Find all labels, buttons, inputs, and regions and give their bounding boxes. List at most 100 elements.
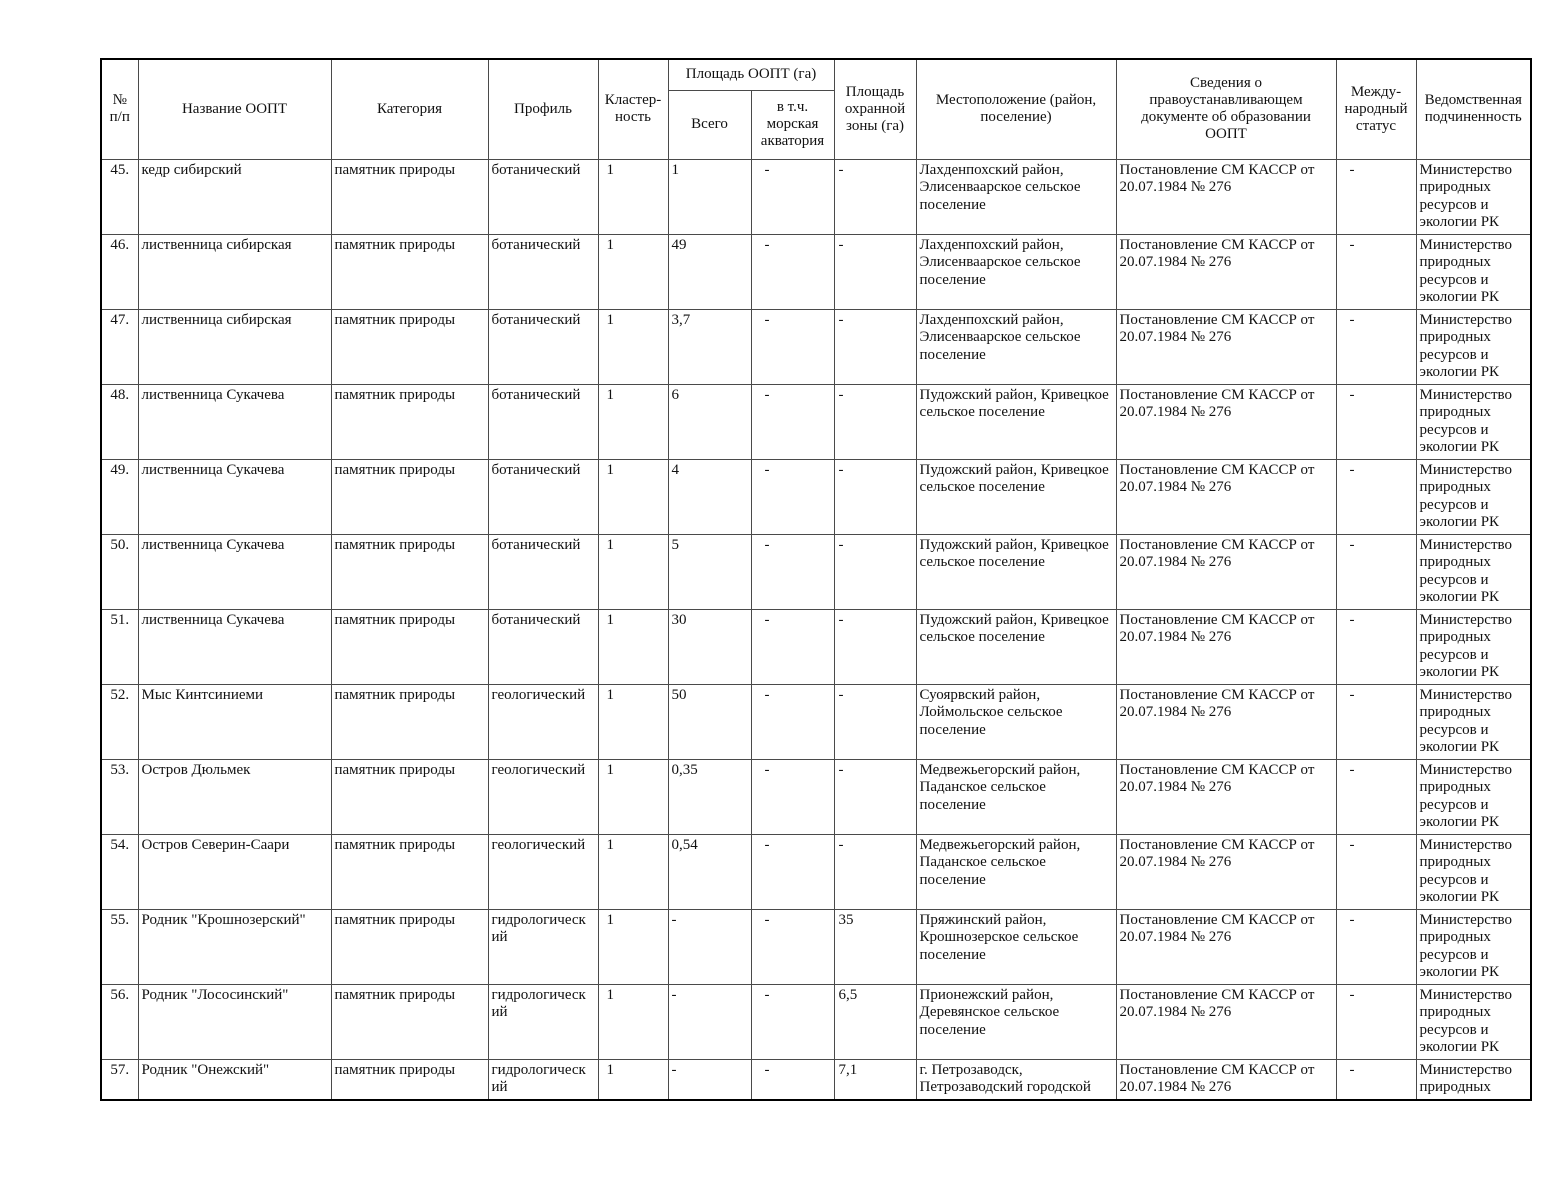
- cell-legal-doc: Постановление СМ КАССР от 20.07.1984 № 2…: [1115, 683, 1337, 760]
- cell-legal-doc: Постановление СМ КАССР от 20.07.1984 № 2…: [1115, 533, 1337, 610]
- cell-area-marine: -: [750, 458, 835, 535]
- cell-num: 56.: [100, 983, 139, 1060]
- cell-intl-status: -: [1335, 683, 1417, 760]
- cell-profile: геологический: [487, 758, 599, 835]
- cell-area-total: -: [667, 983, 752, 1060]
- col-header-legal-doc: Сведения о правоустанавливающем документ…: [1115, 58, 1337, 160]
- cell-legal-doc: Постановление СМ КАССР от 20.07.1984 № 2…: [1115, 908, 1337, 985]
- cell-agency: Министерство природных ресурсов и эколог…: [1415, 983, 1532, 1060]
- cell-location: Лахденпохский район, Элисенваарское сель…: [915, 308, 1117, 385]
- col-header-area-marine: в т.ч. морская акватория: [750, 89, 835, 160]
- cell-location: Пудожский район, Кривецкое сельское посе…: [915, 533, 1117, 610]
- cell-area-total: 4: [667, 458, 752, 535]
- cell-category: памятник природы: [330, 383, 489, 460]
- cell-name: Родник "Онежский": [137, 1058, 332, 1100]
- cell-cluster: 1: [597, 608, 669, 685]
- cell-agency: Министерство природных ресурсов и эколог…: [1415, 533, 1532, 610]
- cell-area-marine: -: [750, 908, 835, 985]
- cell-agency: Министерство природных: [1415, 1058, 1532, 1100]
- table-row: 46. лиственница сибирская памятник приро…: [100, 233, 1532, 310]
- cell-buffer-area: -: [833, 233, 917, 310]
- cell-category: памятник природы: [330, 908, 489, 985]
- cell-name: Родник "Крошнозерский": [137, 908, 332, 985]
- col-header-name: Название ООПТ: [137, 58, 332, 160]
- cell-area-marine: -: [750, 608, 835, 685]
- cell-legal-doc: Постановление СМ КАССР от 20.07.1984 № 2…: [1115, 383, 1337, 460]
- cell-intl-status: -: [1335, 758, 1417, 835]
- cell-name: лиственница Сукачева: [137, 383, 332, 460]
- cell-intl-status: -: [1335, 608, 1417, 685]
- cell-intl-status: -: [1335, 383, 1417, 460]
- cell-cluster: 1: [597, 683, 669, 760]
- cell-legal-doc: Постановление СМ КАССР от 20.07.1984 № 2…: [1115, 308, 1337, 385]
- cell-legal-doc: Постановление СМ КАССР от 20.07.1984 № 2…: [1115, 833, 1337, 910]
- cell-agency: Министерство природных ресурсов и эколог…: [1415, 908, 1532, 985]
- cell-num: 50.: [100, 533, 139, 610]
- cell-cluster: 1: [597, 158, 669, 235]
- cell-agency: Министерство природных ресурсов и эколог…: [1415, 683, 1532, 760]
- col-header-cluster: Кластер-ность: [597, 58, 669, 160]
- table-row: 54. Остров Северин-Саари памятник природ…: [100, 833, 1532, 910]
- cell-category: памятник природы: [330, 1058, 489, 1100]
- cell-num: 48.: [100, 383, 139, 460]
- cell-category: памятник природы: [330, 758, 489, 835]
- cell-num: 57.: [100, 1058, 139, 1100]
- cell-area-total: 3,7: [667, 308, 752, 385]
- cell-area-total: -: [667, 908, 752, 985]
- table-row: 51. лиственница Сукачева памятник природ…: [100, 608, 1532, 685]
- cell-buffer-area: -: [833, 608, 917, 685]
- cell-category: памятник природы: [330, 533, 489, 610]
- table-row: 52. Мыс Кинтсиниеми памятник природы гео…: [100, 683, 1532, 760]
- cell-location: Пряжинский район, Крошнозерское сельское…: [915, 908, 1117, 985]
- col-header-category: Категория: [330, 58, 489, 160]
- cell-area-marine: -: [750, 308, 835, 385]
- cell-legal-doc: Постановление СМ КАССР от 20.07.1984 № 2…: [1115, 608, 1337, 685]
- cell-profile: ботанический: [487, 533, 599, 610]
- col-header-area-total: Всего: [667, 89, 752, 160]
- cell-area-marine: -: [750, 158, 835, 235]
- cell-profile: ботанический: [487, 233, 599, 310]
- col-header-profile: Профиль: [487, 58, 599, 160]
- cell-area-marine: -: [750, 758, 835, 835]
- header-row-2: Всего в т.ч. морская акватория: [101, 89, 1531, 160]
- cell-profile: гидрологический: [487, 1058, 599, 1100]
- cell-category: памятник природы: [330, 833, 489, 910]
- cell-agency: Министерство природных ресурсов и эколог…: [1415, 608, 1532, 685]
- cell-buffer-area: -: [833, 458, 917, 535]
- cell-cluster: 1: [597, 758, 669, 835]
- cell-buffer-area: -: [833, 683, 917, 760]
- cell-location: Пудожский район, Кривецкое сельское посе…: [915, 608, 1117, 685]
- cell-cluster: 1: [597, 308, 669, 385]
- header-row-1: № п/п Название ООПТ Категория Профиль Кл…: [100, 58, 1532, 160]
- cell-name: лиственница Сукачева: [137, 533, 332, 610]
- cell-buffer-area: 7,1: [833, 1058, 917, 1100]
- cell-area-total: 49: [667, 233, 752, 310]
- cell-buffer-area: -: [833, 158, 917, 235]
- cell-area-total: 30: [667, 608, 752, 685]
- cell-num: 49.: [100, 458, 139, 535]
- cell-name: лиственница Сукачева: [137, 458, 332, 535]
- cell-legal-doc: Постановление СМ КАССР от 20.07.1984 № 2…: [1115, 233, 1337, 310]
- cell-name: лиственница сибирская: [137, 308, 332, 385]
- cell-location: Медвежьегорский район, Паданское сельско…: [915, 833, 1117, 910]
- cell-num: 52.: [100, 683, 139, 760]
- cell-area-total: 1: [667, 158, 752, 235]
- col-header-buffer-area: Площадь охранной зоны (га): [833, 58, 917, 160]
- cell-area-total: 0,35: [667, 758, 752, 835]
- cell-legal-doc: Постановление СМ КАССР от 20.07.1984 № 2…: [1115, 983, 1337, 1060]
- cell-location: Лахденпохский район, Элисенваарское сель…: [915, 233, 1117, 310]
- cell-buffer-area: -: [833, 833, 917, 910]
- cell-intl-status: -: [1335, 308, 1417, 385]
- cell-area-marine: -: [750, 533, 835, 610]
- col-header-num: № п/п: [100, 58, 139, 160]
- cell-agency: Министерство природных ресурсов и эколог…: [1415, 458, 1532, 535]
- cell-category: памятник природы: [330, 683, 489, 760]
- cell-profile: геологический: [487, 833, 599, 910]
- cell-name: кедр сибирский: [137, 158, 332, 235]
- cell-legal-doc: Постановление СМ КАССР от 20.07.1984 № 2…: [1115, 458, 1337, 535]
- table-body: 45. кедр сибирский памятник природы бота…: [100, 158, 1532, 1100]
- cell-num: 55.: [100, 908, 139, 985]
- cell-buffer-area: -: [833, 383, 917, 460]
- table-row: 49. лиственница Сукачева памятник природ…: [100, 458, 1532, 535]
- cell-cluster: 1: [597, 533, 669, 610]
